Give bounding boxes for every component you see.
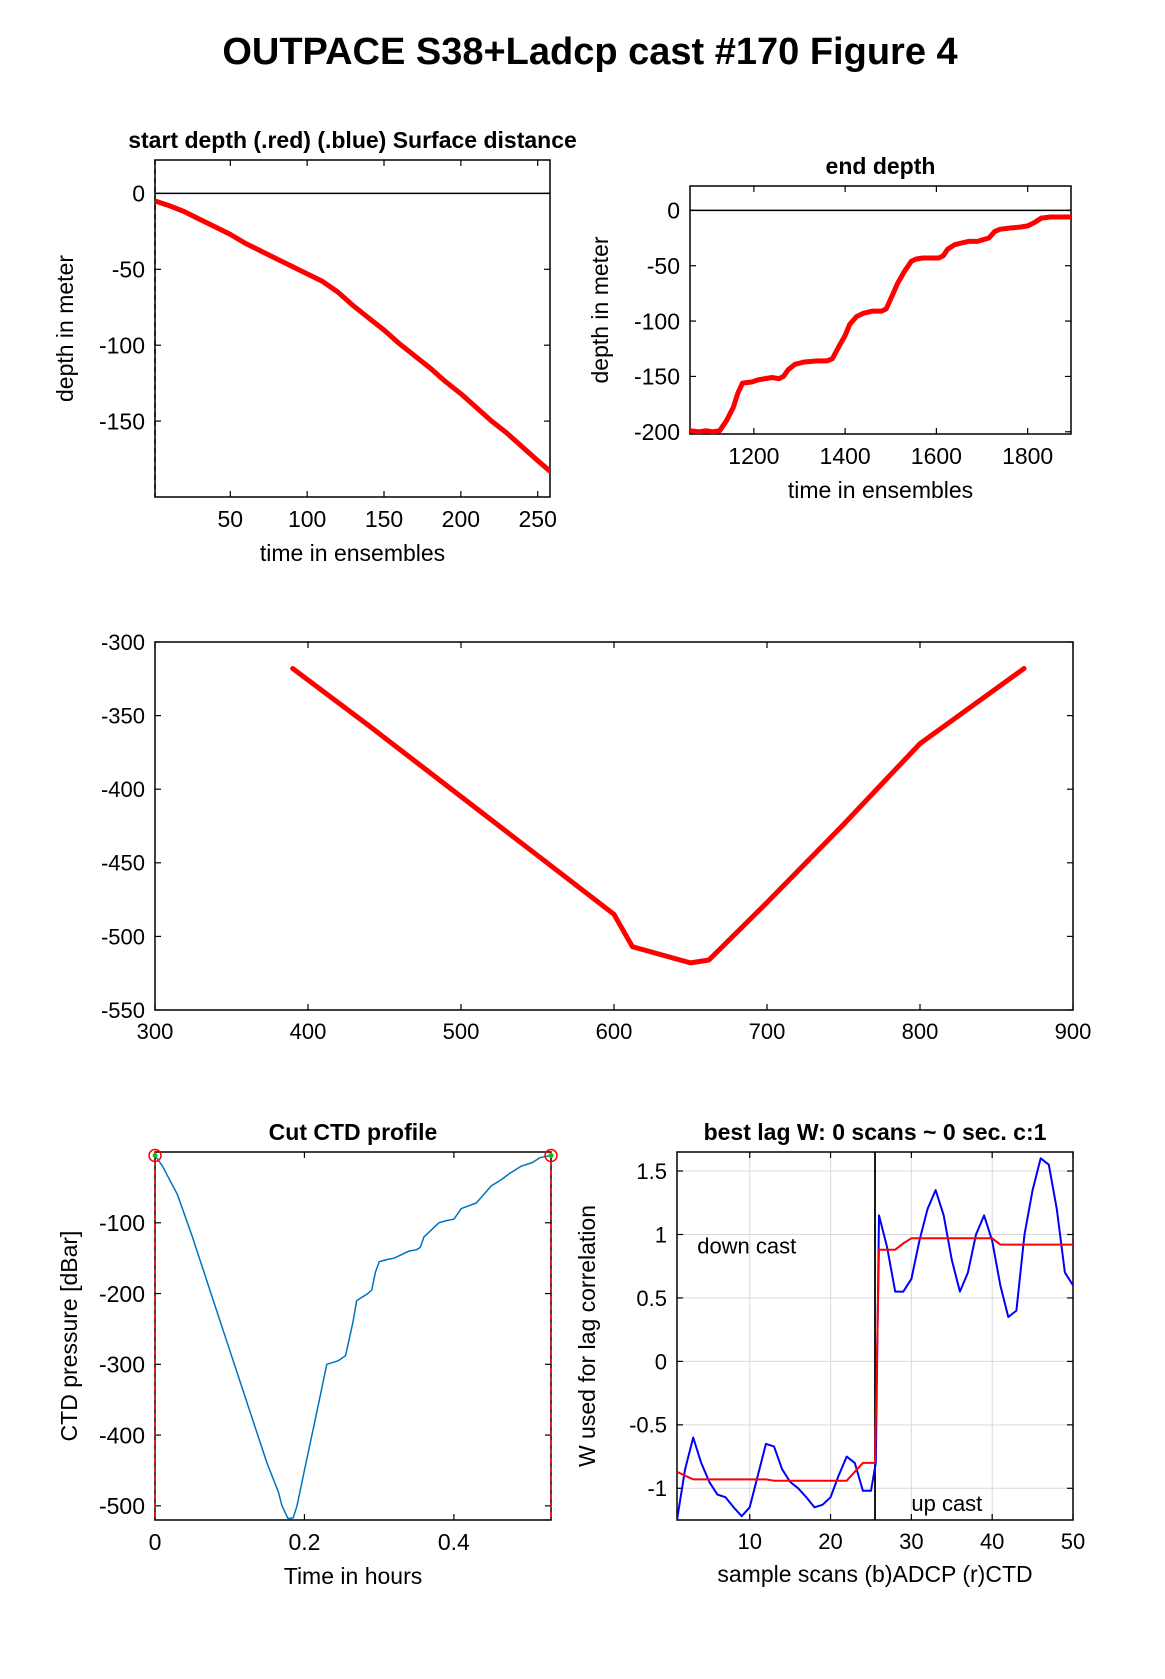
series-line-1 — [690, 214, 1071, 434]
x-tick-label: 20 — [818, 1529, 842, 1554]
x-axis-label: time in ensembles — [788, 477, 973, 503]
x-tick-label: 900 — [1055, 1019, 1092, 1044]
x-tick-label: 0.2 — [288, 1529, 320, 1555]
x-tick-label: 30 — [899, 1529, 923, 1554]
y-tick-label: 0 — [667, 198, 680, 224]
x-axis-label: sample scans (b)ADCP (r)CTD — [717, 1561, 1032, 1587]
x-tick-label: 400 — [290, 1019, 327, 1044]
axes-box — [154, 1151, 552, 1521]
y-tick-label: 0 — [132, 181, 145, 207]
plot-title: end depth — [826, 153, 936, 179]
x-axis-label: time in ensembles — [260, 540, 445, 566]
y-tick-label: -200 — [634, 419, 680, 445]
x-axis-label: Time in hours — [284, 1563, 422, 1589]
ctd-profile-plot: 0 0.2 0.4 -100 -200 -300 -400 -500 Cut CTD profi… — [56, 1119, 558, 1589]
y-tick-label: -50 — [112, 257, 145, 283]
x-tick-label: 1400 — [820, 443, 871, 469]
y-tick-label: -0.5 — [629, 1413, 667, 1438]
annotation-label: up cast — [911, 1491, 982, 1516]
start-depth-plot: 50 100 150 200 250 0 -50 -100 -150 start depth (.… — [52, 127, 577, 566]
x-tick-label: 150 — [365, 506, 403, 532]
y-axis-label: depth in meter — [587, 236, 613, 383]
x-tick-label: 1600 — [911, 443, 962, 469]
y-tick-label: -350 — [101, 704, 145, 729]
series-line-1 — [290, 666, 1027, 966]
plot-title: best lag W: 0 scans ~ 0 sec. c:1 — [704, 1119, 1047, 1145]
y-tick-label: -300 — [101, 630, 145, 655]
x-tick-label: 0.4 — [438, 1529, 470, 1555]
axes-box — [689, 185, 1072, 435]
series-line-2 — [677, 1237, 1073, 1482]
x-tick-label: 50 — [218, 506, 244, 532]
axes-box — [154, 641, 1074, 1011]
y-tick-label: -100 — [99, 332, 145, 358]
x-tick-label: 500 — [443, 1019, 480, 1044]
best-lag-plot: 10 20 30 40 50 1.5 1 0.5 0 -0.5 -1 down cast up cast… — [574, 1119, 1085, 1587]
x-tick-label: 10 — [737, 1529, 761, 1554]
x-tick-label: 0 — [149, 1529, 162, 1555]
x-tick-label: 600 — [596, 1019, 633, 1044]
series-line-1 — [155, 198, 550, 474]
endpoint-dot — [152, 1153, 158, 1159]
y-tick-label: -550 — [101, 998, 145, 1023]
x-tick-label: 50 — [1061, 1529, 1085, 1554]
figure-title: OUTPACE S38+Ladcp cast #170 Figure 4 — [222, 31, 957, 73]
y-tick-label: 0 — [655, 1349, 667, 1374]
y-tick-label: -300 — [99, 1352, 145, 1378]
x-tick-label: 40 — [980, 1529, 1004, 1554]
x-tick-label: 1200 — [728, 443, 779, 469]
y-tick-label: -400 — [99, 1422, 145, 1448]
y-tick-label: -500 — [101, 924, 145, 949]
y-tick-label: -100 — [634, 308, 680, 334]
y-tick-label: -100 — [99, 1210, 145, 1236]
y-axis-label: CTD pressure [dBar] — [56, 1231, 82, 1442]
middle-plot: 300 400 500 600 700 800 900 -300 -350 -400 -450 -50… — [101, 630, 1091, 1044]
x-tick-label: 700 — [749, 1019, 786, 1044]
x-tick-label: 250 — [519, 506, 557, 532]
series-line-1 — [155, 1154, 551, 1520]
end-depth-plot: 1200 1400 1600 1800 0 -50 -100 -150 -200 end dept… — [587, 153, 1072, 503]
y-tick-label: 1 — [655, 1222, 667, 1247]
plot-title: start depth (.red) (.blue) Surface dista… — [128, 127, 577, 153]
x-tick-label: 200 — [442, 506, 480, 532]
endpoint-marker — [148, 1148, 162, 1163]
x-tick-label: 800 — [902, 1019, 939, 1044]
y-tick-label: 1.5 — [636, 1159, 667, 1184]
y-axis-label: depth in meter — [52, 255, 78, 402]
y-tick-label: -1 — [647, 1476, 667, 1501]
x-tick-label: 300 — [137, 1019, 174, 1044]
endpoint-marker — [544, 1148, 558, 1163]
y-axis-label: W used for lag correlation — [574, 1205, 600, 1467]
plot-title: Cut CTD profile — [269, 1119, 438, 1145]
y-tick-label: -500 — [99, 1493, 145, 1519]
axes-box — [154, 159, 551, 498]
y-tick-label: -400 — [101, 777, 145, 802]
y-tick-label: -50 — [647, 253, 680, 279]
y-tick-label: -450 — [101, 851, 145, 876]
y-tick-label: -150 — [634, 364, 680, 390]
x-tick-label: 1800 — [1002, 443, 1053, 469]
y-tick-label: 0.5 — [636, 1286, 667, 1311]
y-tick-label: -200 — [99, 1281, 145, 1307]
annotation-label: down cast — [697, 1234, 796, 1259]
x-tick-label: 100 — [288, 506, 326, 532]
y-tick-label: -150 — [99, 408, 145, 434]
endpoint-dot — [548, 1153, 554, 1159]
